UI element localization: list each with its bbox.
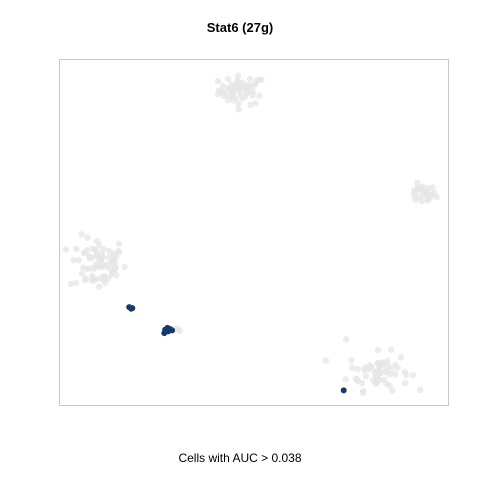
chart-title: Stat6 (27g) xyxy=(206,20,274,35)
background-cell-point xyxy=(78,231,85,238)
background-cell-point xyxy=(84,234,91,241)
background-cell-point xyxy=(100,262,108,270)
background-cell-point xyxy=(80,264,87,271)
background-cell-point xyxy=(385,363,392,370)
background-cell-point xyxy=(81,277,89,284)
background-cell-point xyxy=(386,382,393,389)
highlighted-cell-point xyxy=(165,328,172,335)
background-cell-point xyxy=(380,376,388,384)
background-cell-point xyxy=(342,336,350,343)
background-cell-point xyxy=(235,100,242,108)
background-cell-point xyxy=(424,185,431,192)
highlighted-cells-layer xyxy=(126,304,347,394)
background-cell-point xyxy=(382,368,389,375)
background-cell-point xyxy=(417,386,424,394)
background-cell-point xyxy=(235,79,242,86)
background-cell-point xyxy=(424,197,431,204)
background-cell-point xyxy=(121,263,128,270)
background-cell-point xyxy=(361,366,368,373)
background-cell-point xyxy=(258,76,265,84)
background-cell-point xyxy=(322,357,330,364)
background-cell-point xyxy=(234,84,241,92)
background-cell-point xyxy=(70,257,77,264)
background-cell-point xyxy=(354,365,362,373)
background-cell-point xyxy=(176,327,183,335)
background-cell-point xyxy=(380,360,387,368)
background-cell-point xyxy=(62,246,69,253)
background-cell-point xyxy=(111,257,118,265)
background-cell-point xyxy=(352,375,359,382)
background-cell-point xyxy=(410,191,417,199)
background-cell-point xyxy=(78,270,86,277)
highlighted-cell-point xyxy=(340,387,347,394)
background-cell-point xyxy=(414,184,421,191)
background-cell-point xyxy=(73,245,80,253)
background-cell-point xyxy=(215,77,222,85)
background-cell-point xyxy=(91,275,98,282)
background-cell-point xyxy=(92,262,99,269)
background-cell-point xyxy=(232,95,239,103)
background-cell-point xyxy=(359,389,367,397)
background-cell-point xyxy=(105,247,113,255)
background-cell-point xyxy=(96,275,103,282)
background-cell-point xyxy=(417,193,425,200)
background-cells-layer xyxy=(62,72,440,397)
background-cell-point xyxy=(414,179,421,187)
background-cell-point xyxy=(252,100,259,107)
plot-area-frame xyxy=(59,59,449,406)
background-cell-point xyxy=(409,371,417,379)
background-cell-point xyxy=(246,75,254,83)
background-cell-point xyxy=(418,198,425,205)
background-cell-point xyxy=(256,92,263,100)
background-cell-point xyxy=(86,255,94,262)
background-cell-point xyxy=(401,380,409,387)
background-cell-point xyxy=(387,346,395,353)
background-cell-point xyxy=(237,90,244,98)
background-cell-point xyxy=(101,272,108,280)
background-cell-point xyxy=(234,72,242,79)
background-cell-point xyxy=(75,257,82,264)
background-cell-point xyxy=(374,346,382,354)
background-cell-point xyxy=(375,360,382,367)
background-cell-point xyxy=(219,82,227,90)
background-cell-point xyxy=(109,268,117,275)
background-cell-point xyxy=(235,106,242,113)
background-cell-point xyxy=(403,372,410,379)
background-cell-point xyxy=(84,246,91,254)
background-cell-point xyxy=(342,376,349,383)
background-cell-point xyxy=(377,369,384,377)
chart-caption: Cells with AUC > 0.038 xyxy=(178,451,302,465)
background-cell-point xyxy=(115,247,122,255)
background-cell-point xyxy=(397,354,405,361)
background-cell-point xyxy=(225,76,232,83)
background-cell-point xyxy=(94,252,101,259)
background-cell-point xyxy=(392,361,399,368)
background-cell-point xyxy=(96,241,103,248)
background-cell-point xyxy=(370,376,377,384)
background-cell-point xyxy=(116,240,123,247)
background-cell-point xyxy=(348,357,355,364)
background-cell-point xyxy=(245,89,252,96)
highlighted-cell-point xyxy=(129,305,136,312)
background-cell-point xyxy=(366,362,373,369)
background-cell-point xyxy=(433,193,440,201)
background-cell-point xyxy=(349,364,356,371)
background-cell-point xyxy=(220,92,228,100)
background-cell-point xyxy=(389,387,396,394)
background-cell-point xyxy=(91,246,99,253)
background-cell-point xyxy=(247,101,254,109)
background-cell-point xyxy=(97,257,105,265)
background-cell-point xyxy=(241,94,248,101)
background-cell-point xyxy=(100,246,107,253)
background-cell-point xyxy=(228,81,236,88)
background-cell-point xyxy=(96,283,103,290)
background-cell-point xyxy=(72,279,80,286)
background-cell-point xyxy=(229,87,237,94)
background-cell-point xyxy=(362,372,370,379)
background-cell-point xyxy=(392,371,399,378)
